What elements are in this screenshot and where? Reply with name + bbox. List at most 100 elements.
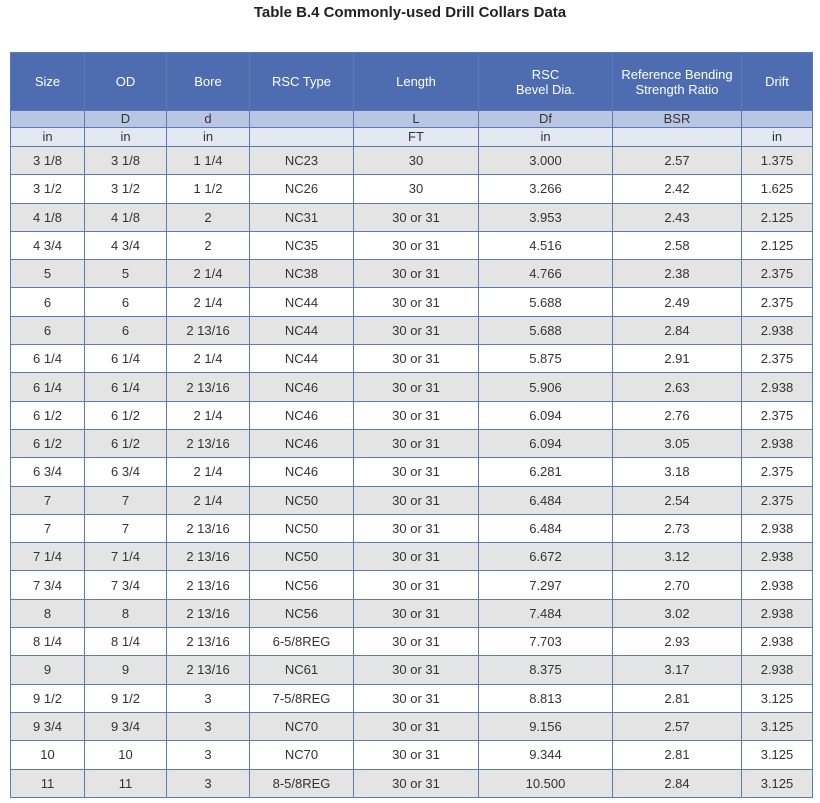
data-cell: 2 1/4 <box>166 400 250 430</box>
data-cell: 3 1/2 <box>84 174 167 204</box>
data-cell: NC56 <box>249 570 354 600</box>
data-row: 4 1/8 4 1/8 2 NC31 30 or 31 3.953 2.43 2.125 <box>10 202 813 232</box>
data-cell: 2 13/16 <box>166 428 250 459</box>
data-cell: 30 or 31 <box>353 740 479 770</box>
data-cell: 2 13/16 <box>166 655 250 685</box>
data-cell: 3 <box>166 768 250 798</box>
data-row: 8 1/4 8 1/4 2 13/16 6-5/8REG 30 or 31 7.703 2.… <box>10 627 813 657</box>
data-cell: 5.875 <box>478 344 613 374</box>
data-cell: 3.125 <box>741 711 813 742</box>
data-row: 6 1/2 6 1/2 2 13/16 NC46 30 or 31 6.094 3.05 2.… <box>10 428 813 459</box>
data-cell: NC35 <box>249 230 354 261</box>
header-cell: Reference Bending Strength Ratio <box>612 52 742 111</box>
data-cell: 6 <box>84 315 167 346</box>
data-row: 6 1/4 6 1/4 2 1/4 NC44 30 or 31 5.875 2.91 2.37… <box>10 344 813 374</box>
data-cell: 2 1/4 <box>166 485 250 515</box>
data-cell: 2.70 <box>612 570 742 600</box>
data-cell: 7 <box>84 485 167 515</box>
data-cell: 1 1/2 <box>166 174 250 204</box>
data-cell: 4.516 <box>478 230 613 261</box>
data-cell: 30 <box>353 174 479 204</box>
data-cell: NC46 <box>249 400 354 430</box>
data-cell: 2.938 <box>741 655 813 685</box>
data-cell: 2 1/4 <box>166 287 250 317</box>
data-cell: 6.672 <box>478 542 613 572</box>
data-cell: NC44 <box>249 287 354 317</box>
data-cell: 2.938 <box>741 428 813 459</box>
data-cell: 30 or 31 <box>353 768 479 798</box>
data-cell: 9.344 <box>478 740 613 770</box>
data-cell: 6 1/2 <box>10 428 85 459</box>
data-cell: 3 <box>166 711 250 742</box>
data-cell: 10 <box>84 740 167 770</box>
unit-cell: FT <box>353 127 479 147</box>
data-cell: 9 1/2 <box>84 683 167 713</box>
data-cell: 6-5/8REG <box>249 627 354 657</box>
data-row: 7 1/4 7 1/4 2 13/16 NC50 30 or 31 6.672 3.12 2.… <box>10 542 813 572</box>
unit-cell <box>249 127 354 147</box>
data-cell: 3 <box>166 683 250 713</box>
data-cell: 2.125 <box>741 230 813 261</box>
symbol-cell: d <box>166 110 250 128</box>
data-cell: 7 <box>10 513 85 544</box>
data-cell: 9 1/2 <box>10 683 85 713</box>
data-cell: 2.38 <box>612 259 742 289</box>
data-row: 9 3/4 9 3/4 3 NC70 30 or 31 9.156 2.57 3.125 <box>10 711 813 742</box>
data-cell: 3 1/8 <box>84 145 167 176</box>
unit-cell <box>612 127 742 147</box>
data-cell: 6 1/4 <box>10 372 85 402</box>
header-cell: OD <box>84 52 167 111</box>
data-cell: 2.91 <box>612 344 742 374</box>
data-cell: 30 or 31 <box>353 202 479 232</box>
data-cell: 3.000 <box>478 145 613 176</box>
data-cell: 2.938 <box>741 513 813 544</box>
data-cell: 30 or 31 <box>353 711 479 742</box>
data-cell: 3.953 <box>478 202 613 232</box>
data-cell: 8 1/4 <box>84 627 167 657</box>
data-cell: 4 1/8 <box>84 202 167 232</box>
data-cell: 9 <box>10 655 85 685</box>
data-cell: 4.766 <box>478 259 613 289</box>
data-cell: 6.484 <box>478 513 613 544</box>
data-cell: 1 1/4 <box>166 145 250 176</box>
table-body: Size OD Bore RSC Type Length RSC Bevel Dia. Re… <box>10 52 813 798</box>
data-cell: 2 13/16 <box>166 570 250 600</box>
data-cell: 30 or 31 <box>353 570 479 600</box>
data-cell: 3 1/2 <box>10 174 85 204</box>
data-cell: 30 or 31 <box>353 655 479 685</box>
data-cell: 2 13/16 <box>166 627 250 657</box>
data-cell: NC50 <box>249 485 354 515</box>
table-title: Table B.4 Commonly-used Drill Collars Da… <box>253 4 567 21</box>
data-cell: 2 <box>166 230 250 261</box>
data-row: 4 3/4 4 3/4 2 NC35 30 or 31 4.516 2.58 2.125 <box>10 230 813 261</box>
data-cell: 6 3/4 <box>10 457 85 487</box>
data-cell: 7.484 <box>478 598 613 629</box>
header-cell: Size <box>10 52 85 111</box>
data-row: 10 10 3 NC70 30 or 31 9.344 2.81 3.125 <box>10 740 813 770</box>
data-cell: 7 1/4 <box>84 542 167 572</box>
data-cell: 8 <box>84 598 167 629</box>
data-cell: 8-5/8REG <box>249 768 354 798</box>
data-cell: 2.375 <box>741 400 813 430</box>
data-cell: 2 13/16 <box>166 513 250 544</box>
data-cell: 7.297 <box>478 570 613 600</box>
symbol-cell <box>10 110 85 128</box>
data-cell: 6 <box>84 287 167 317</box>
data-cell: NC44 <box>249 344 354 374</box>
data-cell: 2.58 <box>612 230 742 261</box>
data-cell: 2.57 <box>612 145 742 176</box>
data-cell: 2.49 <box>612 287 742 317</box>
data-cell: 6 <box>10 287 85 317</box>
header-row: Size OD Bore RSC Type Length RSC Bevel Dia. Re… <box>10 52 813 111</box>
unit-cell: in <box>478 127 613 147</box>
data-cell: 6 1/4 <box>84 344 167 374</box>
drill-collars-table: Size OD Bore RSC Type Length RSC Bevel Dia. Re… <box>10 52 813 798</box>
data-cell: 5 <box>84 259 167 289</box>
data-cell: NC26 <box>249 174 354 204</box>
data-cell: 1.375 <box>741 145 813 176</box>
data-cell: 5 <box>10 259 85 289</box>
unit-cell: in <box>741 127 813 147</box>
